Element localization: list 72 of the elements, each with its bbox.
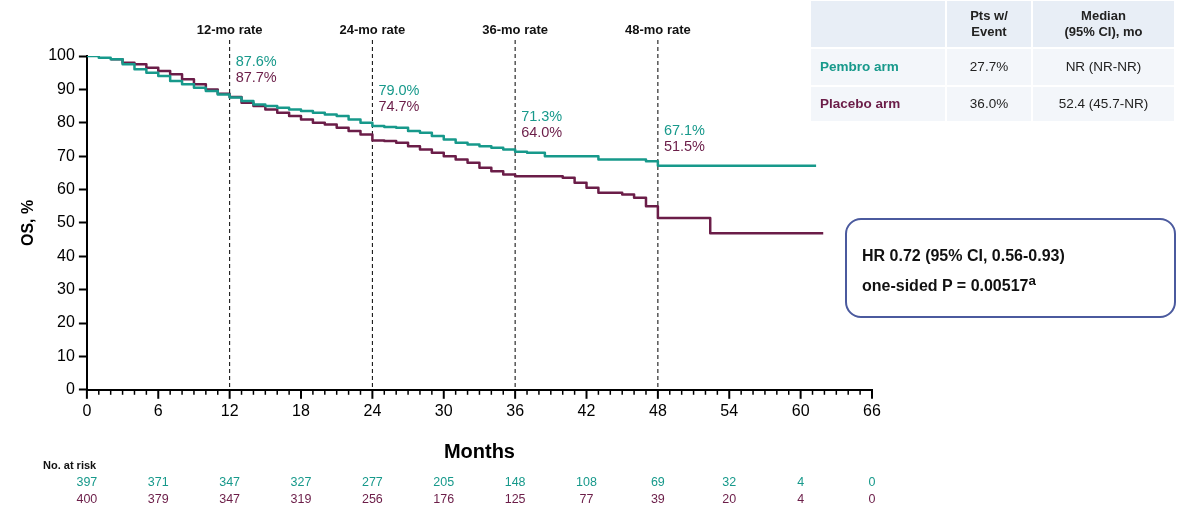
ref-line-label: 48-mo rate	[625, 22, 691, 37]
y-tick-label: 30	[57, 280, 75, 298]
text: 39	[650, 492, 665, 506]
y-tick-label: 90	[57, 79, 75, 97]
y-axis-title: OS, %	[19, 199, 37, 247]
text: 371	[147, 475, 169, 489]
ref-line-label: 12-mo rate	[196, 22, 263, 37]
text: 108	[576, 475, 597, 489]
y-tick-label: 100	[48, 46, 75, 64]
text: 397	[76, 475, 98, 489]
text: 379	[147, 492, 169, 506]
text: 0	[868, 492, 876, 506]
x-tick-label: 42	[577, 401, 596, 419]
text: 319	[290, 492, 312, 506]
text: 77	[579, 492, 594, 506]
x-tick-label: 36	[506, 401, 525, 419]
annotation: 87.7%	[235, 69, 277, 86]
text: 176	[433, 492, 455, 506]
text: NR (NR-NR)	[1065, 59, 1142, 75]
x-tick-label: 66	[863, 401, 881, 419]
text: Median (95% CI), mo	[1063, 8, 1144, 40]
annotation: 64.0%	[521, 123, 563, 140]
y-tick-label: 20	[57, 313, 75, 331]
text: 148	[504, 475, 526, 489]
x-tick-label: 12	[220, 401, 239, 419]
text: 125	[504, 492, 526, 506]
y-tick-label: 40	[57, 246, 75, 264]
x-tick-label: 30	[434, 401, 453, 419]
annotation: 71.3%	[521, 107, 563, 124]
text: No. at risk	[43, 459, 97, 471]
x-tick-label: 24	[363, 401, 382, 419]
annotation: 51.5%	[663, 137, 706, 154]
x-tick-label: 0	[82, 401, 92, 419]
annotation: 87.6%	[235, 53, 277, 70]
text: 69	[650, 475, 665, 489]
text: 27.7%	[969, 59, 1009, 75]
y-tick-label: 10	[57, 346, 75, 364]
text: 0	[868, 475, 876, 489]
text: Placebo arm	[820, 96, 901, 112]
text: 20	[722, 492, 737, 506]
annotation: 74.7%	[378, 98, 420, 115]
text: 400	[76, 492, 98, 506]
x-tick-label: 48	[648, 401, 667, 419]
text: Pembro arm	[820, 59, 899, 75]
y-tick-label: 50	[57, 213, 75, 231]
x-tick-label: 60	[791, 401, 810, 419]
text: 256	[361, 492, 383, 506]
text: 327	[290, 475, 312, 489]
x-tick-label: 6	[153, 401, 163, 419]
x-tick-label: 18	[292, 401, 311, 419]
text: 347	[219, 475, 241, 489]
text: 347	[219, 492, 241, 506]
y-tick-label: 60	[57, 179, 75, 197]
text: 4	[797, 475, 805, 489]
text: 32	[722, 475, 737, 489]
text: 205	[433, 475, 455, 489]
y-tick-label: 0	[65, 380, 75, 398]
text: Pts w/ Event	[969, 8, 1009, 40]
text: 4	[797, 492, 805, 506]
x-axis-title: Months	[443, 439, 515, 462]
y-tick-label: 70	[57, 146, 75, 164]
text: 36.0%	[969, 96, 1009, 112]
annotation: HR 0.72 (95% CI, 0.56-0.93)	[862, 246, 1065, 266]
y-tick-label: 80	[57, 113, 75, 131]
annotation: one-sided P = 0.00517$^{a}$	[862, 272, 1036, 297]
x-tick-label: 54	[720, 401, 739, 419]
annotation: 67.1%	[663, 121, 706, 138]
ref-line-label: 24-mo rate	[339, 22, 406, 37]
ref-line-label: 36-mo rate	[482, 22, 549, 37]
text: 277	[361, 475, 383, 489]
annotation: 79.0%	[378, 82, 420, 99]
text: 52.4 (45.7-NR)	[1058, 96, 1149, 112]
